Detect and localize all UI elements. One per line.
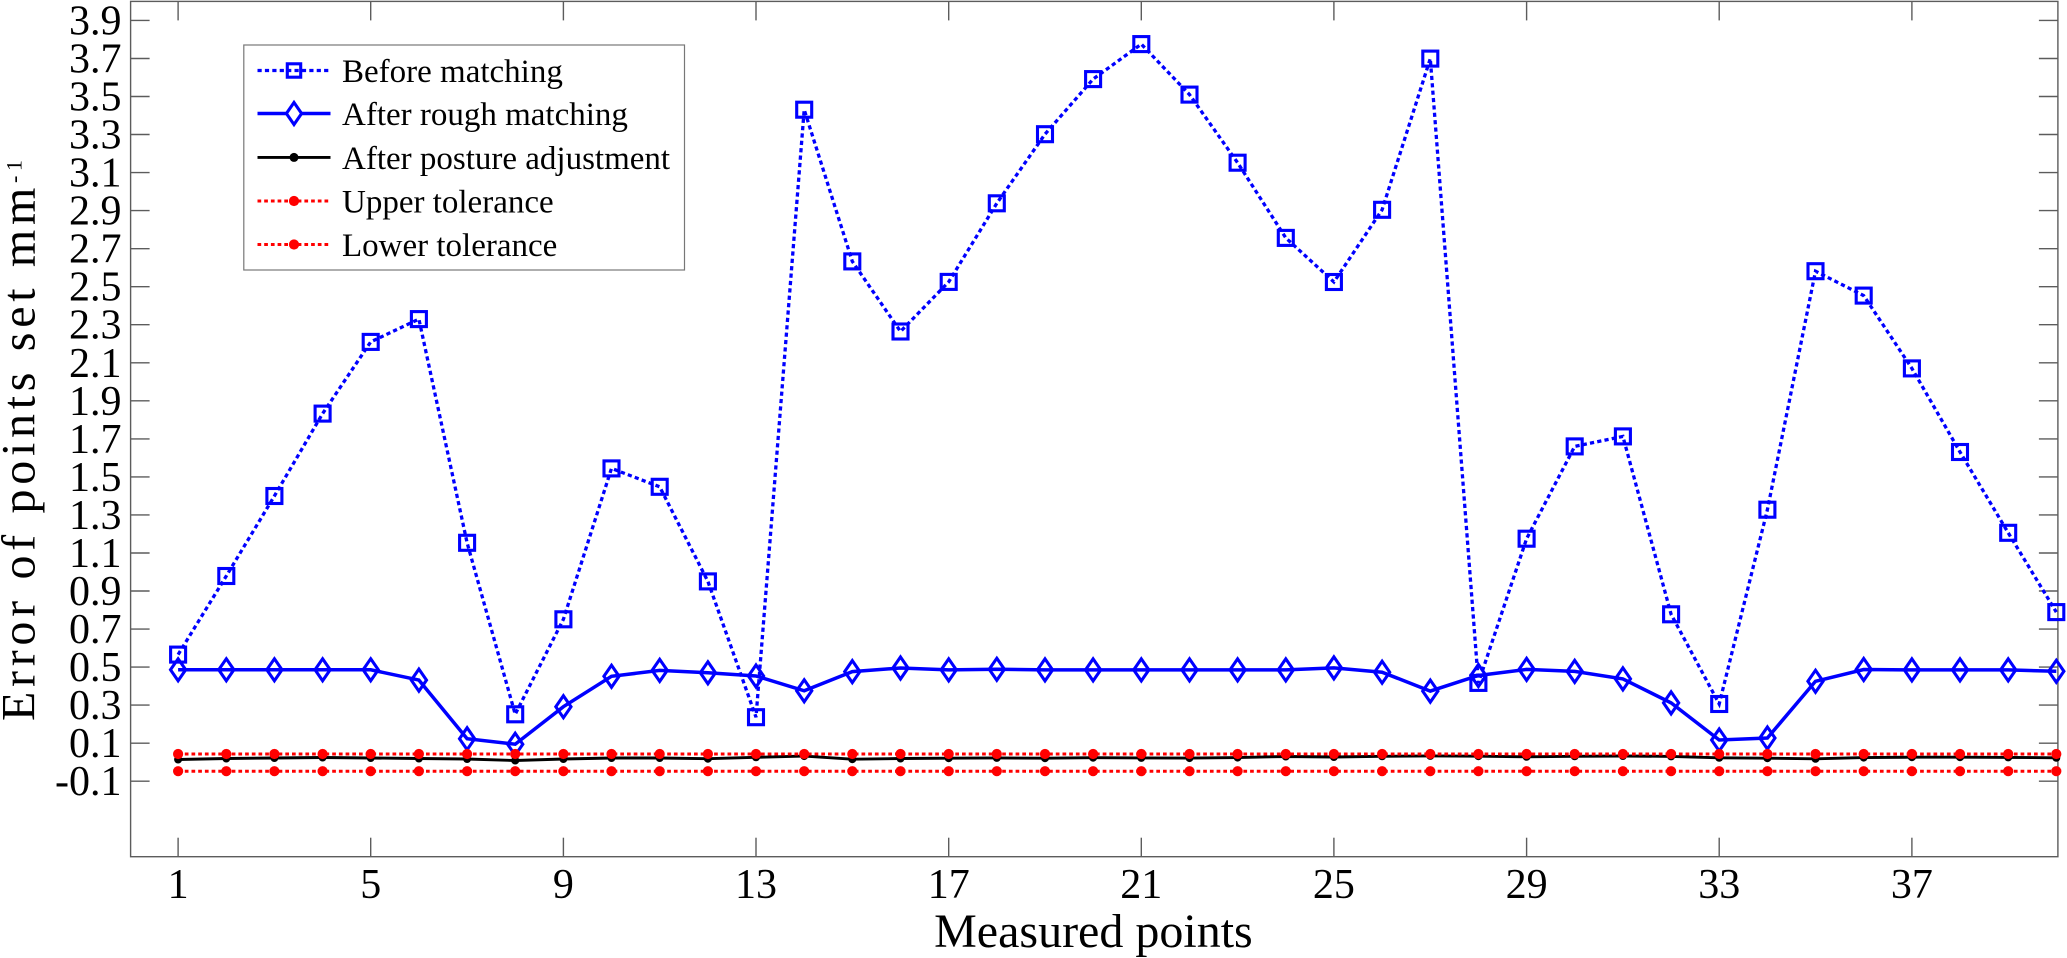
svg-text:29: 29 bbox=[1506, 862, 1548, 908]
svg-text:0.1: 0.1 bbox=[69, 721, 122, 767]
svg-text:2.7: 2.7 bbox=[69, 227, 122, 273]
svg-text:Lower tolerance: Lower tolerance bbox=[342, 228, 557, 264]
svg-text:-0.1: -0.1 bbox=[55, 759, 122, 805]
svg-text:1.7: 1.7 bbox=[69, 417, 122, 463]
svg-text:1.5: 1.5 bbox=[69, 455, 122, 501]
svg-text:Upper tolerance: Upper tolerance bbox=[342, 185, 554, 221]
svg-text:2.1: 2.1 bbox=[69, 341, 122, 387]
svg-text:0.3: 0.3 bbox=[69, 683, 122, 729]
svg-text:0.7: 0.7 bbox=[69, 607, 122, 653]
svg-text:3.3: 3.3 bbox=[69, 113, 122, 159]
svg-text:After rough matching: After rough matching bbox=[342, 97, 628, 133]
svg-text:37: 37 bbox=[1891, 862, 1933, 908]
svg-text:3.5: 3.5 bbox=[69, 75, 122, 121]
svg-text:25: 25 bbox=[1313, 862, 1355, 908]
svg-text:2.3: 2.3 bbox=[69, 303, 122, 349]
svg-text:2.5: 2.5 bbox=[69, 265, 122, 311]
svg-text:5: 5 bbox=[360, 862, 381, 908]
svg-text:Before matching: Before matching bbox=[342, 54, 563, 90]
svg-text:0.9: 0.9 bbox=[69, 569, 122, 615]
svg-text:17: 17 bbox=[928, 862, 970, 908]
svg-text:2.9: 2.9 bbox=[69, 189, 122, 235]
svg-text:1.9: 1.9 bbox=[69, 379, 122, 425]
svg-text:13: 13 bbox=[735, 862, 777, 908]
svg-text:0.5: 0.5 bbox=[69, 645, 122, 691]
svg-text:Measured points: Measured points bbox=[934, 905, 1253, 958]
svg-text:1.3: 1.3 bbox=[69, 493, 122, 539]
svg-text:3.1: 3.1 bbox=[69, 151, 122, 197]
svg-text:3.7: 3.7 bbox=[69, 37, 122, 83]
svg-text:3.9: 3.9 bbox=[69, 0, 122, 44]
svg-text:33: 33 bbox=[1698, 862, 1740, 908]
svg-text:9: 9 bbox=[553, 862, 574, 908]
svg-text:1: 1 bbox=[168, 862, 189, 908]
svg-text:21: 21 bbox=[1120, 862, 1162, 908]
svg-text:1.1: 1.1 bbox=[69, 531, 122, 577]
svg-text:After posture adjustment: After posture adjustment bbox=[342, 141, 670, 177]
svg-text:Error of points set mm-1: Error of points set mm-1 bbox=[0, 155, 46, 721]
